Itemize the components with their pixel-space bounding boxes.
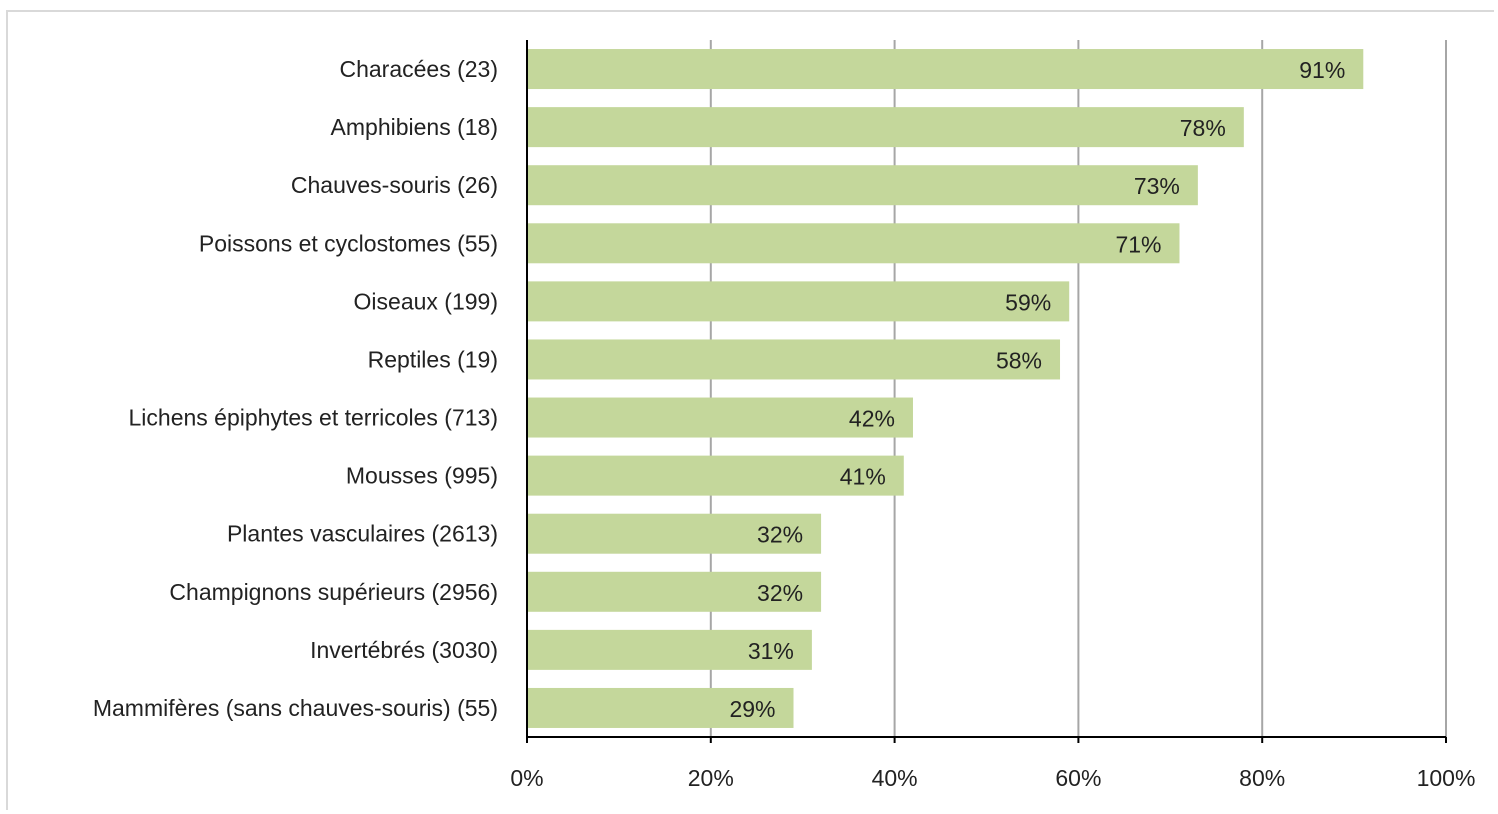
bar xyxy=(527,571,822,612)
data-label: 29% xyxy=(729,696,775,722)
bar xyxy=(527,455,904,496)
data-label: 58% xyxy=(996,347,1042,373)
category-label: Amphibiens (18) xyxy=(331,114,498,140)
x-tick-label: 100% xyxy=(1417,765,1476,791)
x-tick-label: 60% xyxy=(1055,765,1101,791)
bar xyxy=(527,513,822,554)
data-label: 91% xyxy=(1299,57,1345,83)
gridlines xyxy=(709,40,1447,737)
data-label: 32% xyxy=(757,580,803,606)
category-label: Mousses (995) xyxy=(346,463,498,489)
bar xyxy=(527,629,812,670)
category-label: Plantes vasculaires (2613) xyxy=(227,521,498,547)
category-label: Chauves-souris (26) xyxy=(291,172,498,198)
data-label: 41% xyxy=(840,464,886,490)
axes xyxy=(526,40,1447,743)
category-label: Characées (23) xyxy=(339,56,498,82)
x-tick-labels: 0% 20% 40% 60% 80% 100% xyxy=(510,765,1475,791)
data-label: 73% xyxy=(1134,173,1180,199)
category-label: Reptiles (19) xyxy=(368,346,498,372)
value-labels: 91% 78% 73% 71% 59% 58% 42% 41% 32% 32% 31% 29% xyxy=(729,57,1345,722)
bar xyxy=(527,223,1180,264)
bar xyxy=(527,397,913,438)
category-label: Invertébrés (3030) xyxy=(310,637,498,663)
category-label: Oiseaux (199) xyxy=(354,288,498,314)
data-label: 32% xyxy=(757,522,803,548)
bar xyxy=(527,281,1070,322)
category-label: Mammifères (sans chauves-souris) (55) xyxy=(93,695,498,721)
x-tick-label: 20% xyxy=(688,765,734,791)
x-tick-label: 40% xyxy=(872,765,918,791)
data-label: 59% xyxy=(1005,289,1051,315)
bar xyxy=(527,165,1198,206)
bars xyxy=(527,49,1364,728)
bar xyxy=(527,49,1364,90)
chart-frame xyxy=(6,10,1494,810)
category-label: Champignons supérieurs (2956) xyxy=(169,579,498,605)
bar xyxy=(527,687,794,728)
data-label: 71% xyxy=(1115,231,1161,257)
category-label: Lichens épiphytes et terricoles (713) xyxy=(129,405,498,431)
category-labels: Characées (23) Amphibiens (18) Chauves-sou… xyxy=(93,56,498,721)
category-label: Poissons et cyclostomes (55) xyxy=(199,230,498,256)
data-label: 31% xyxy=(748,638,794,664)
bar xyxy=(527,339,1061,380)
x-tick-label: 80% xyxy=(1239,765,1285,791)
data-label: 42% xyxy=(849,406,895,432)
bar xyxy=(527,107,1244,148)
data-label: 78% xyxy=(1180,115,1226,141)
x-tick-label: 0% xyxy=(510,765,543,791)
